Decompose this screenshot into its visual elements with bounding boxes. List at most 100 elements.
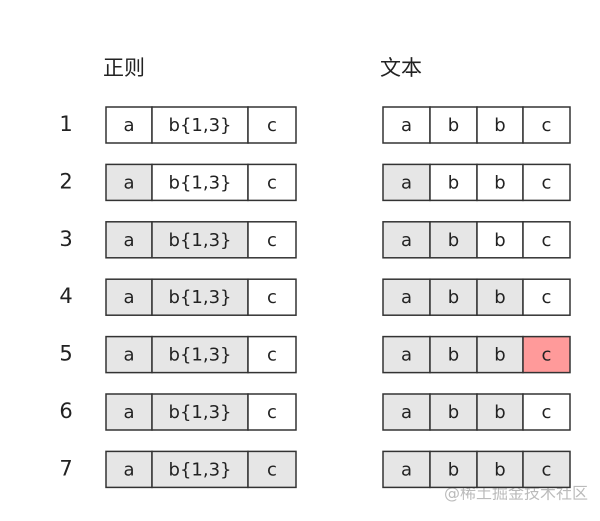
text-cell [476, 163, 524, 202]
text-cell-text: a [401, 459, 412, 480]
regex-cell-text: c [267, 115, 277, 136]
text-cell-text: c [542, 115, 552, 136]
row-label: 5 [59, 342, 72, 366]
text-cell-text: b [448, 345, 459, 366]
text-cell [522, 278, 571, 316]
row-label: 4 [59, 284, 72, 308]
regex-cell-text: c [267, 402, 277, 423]
text-cell-text: b [448, 115, 459, 136]
row-label: 2 [59, 169, 72, 193]
regex-cell [151, 163, 249, 202]
text-cell [522, 221, 571, 259]
regex-cell-text: a [123, 115, 134, 136]
text-cell [522, 450, 571, 489]
regex-cell-text: c [267, 230, 277, 251]
text-cell-text: c [542, 172, 552, 193]
text-cell-text: b [448, 459, 459, 480]
row-label: 7 [59, 456, 72, 480]
regex-cell-text: b{1,3} [169, 402, 232, 423]
regex-cell [105, 450, 153, 489]
regex-cell-text: b{1,3} [169, 172, 232, 193]
regex-cell-text: a [123, 287, 134, 308]
text-cell-text: a [401, 115, 412, 136]
regex-cell [151, 335, 249, 374]
regex-cell [105, 335, 153, 374]
text-cell-text: b [494, 230, 505, 251]
regex-cell [247, 335, 297, 374]
text-cell-text: a [401, 230, 412, 251]
regex-cell [247, 106, 297, 144]
regex-cell [151, 106, 249, 144]
regex-cell [151, 393, 249, 431]
text-cell-text: b [494, 172, 505, 193]
text-cell [522, 163, 571, 202]
text-cell [382, 393, 431, 431]
text-cell [382, 335, 431, 374]
text-cell-text: b [494, 287, 505, 308]
regex-cell-text: a [123, 230, 134, 251]
regex-cell-text: b{1,3} [169, 459, 232, 480]
row-label: 1 [59, 112, 72, 136]
text-cell-text: c [542, 287, 552, 308]
regex-cell [247, 450, 297, 489]
text-cell-text: b [494, 459, 505, 480]
text-cell [382, 278, 431, 316]
text-cell [476, 393, 524, 431]
regex-cell-text: a [123, 172, 134, 193]
text-cell [382, 221, 431, 259]
regex-cell [247, 221, 297, 259]
regex-cell-text: b{1,3} [169, 230, 232, 251]
text-cell-text: b [448, 172, 459, 193]
text-cell-text: b [448, 230, 459, 251]
text-header: 文本 [380, 56, 422, 80]
row-label: 6 [59, 399, 72, 423]
text-cell-text: c [542, 459, 552, 480]
regex-cell-text: b{1,3} [169, 115, 232, 136]
text-cell-text: b [494, 345, 505, 366]
regex-cell-text: a [123, 459, 134, 480]
regex-cell-text: b{1,3} [169, 287, 232, 308]
text-cell-text: b [494, 402, 505, 423]
text-cell-text: a [401, 172, 412, 193]
watermark: @稀土掘金技术社区 [444, 484, 588, 503]
text-cell [476, 335, 524, 374]
regex-cell-text: b{1,3} [169, 345, 232, 366]
text-cell-text: c [542, 345, 552, 366]
text-cell-text: a [401, 345, 412, 366]
text-cell [476, 106, 524, 144]
regex-header: 正则 [103, 56, 145, 80]
regex-cell [247, 393, 297, 431]
text-cell [476, 278, 524, 316]
regex-cell-text: c [267, 459, 277, 480]
regex-cell-text: c [267, 287, 277, 308]
text-cell-text: c [542, 402, 552, 423]
text-cell [522, 393, 571, 431]
row-label: 3 [59, 227, 72, 251]
text-cell [476, 450, 524, 489]
regex-cell [105, 393, 153, 431]
text-cell [429, 221, 478, 259]
text-cell-text: a [401, 287, 412, 308]
regex-cell [247, 163, 297, 202]
text-cell-text: b [448, 402, 459, 423]
text-cell-text: c [542, 230, 552, 251]
regex-cell [105, 163, 153, 202]
regex-cell-text: c [267, 172, 277, 193]
text-cell-text: a [401, 402, 412, 423]
text-cell [429, 106, 478, 144]
text-cell-text: b [448, 287, 459, 308]
text-cell-text: b [494, 115, 505, 136]
regex-cell-text: c [267, 345, 277, 366]
text-cell [522, 335, 571, 374]
regex-cell-text: a [123, 402, 134, 423]
regex-cell-text: a [123, 345, 134, 366]
regex-cell [105, 221, 153, 259]
regex-cell [151, 450, 249, 489]
text-cell [429, 163, 478, 202]
text-cell [429, 335, 478, 374]
text-cell [522, 106, 571, 144]
text-cell [382, 163, 431, 202]
regex-cell [247, 278, 297, 316]
